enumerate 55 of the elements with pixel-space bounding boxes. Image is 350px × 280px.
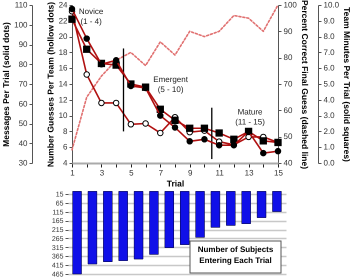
- y3-tick-label: 3.0: [324, 111, 336, 120]
- y-tick-label: 8: [63, 126, 68, 136]
- y-tick-label: 80: [18, 60, 28, 69]
- y-tick-label: 110: [14, 0, 28, 10]
- annotation: Mature (11 - 15): [235, 107, 266, 126]
- y-axis-title: Messages Per Trial (solid dots): [1, 22, 12, 147]
- x-tick-label: 5: [129, 168, 134, 178]
- text: Number of Subjects Entering Each Trial: [198, 245, 274, 265]
- y-tick-label: 18: [58, 48, 68, 57]
- y3-tick-label: 0.0: [324, 158, 336, 168]
- y2-tick-label: 40: [284, 158, 293, 168]
- x-tick-label: 15: [274, 168, 284, 178]
- y-tick-label: 14: [58, 80, 68, 88]
- y-tick-label: 16: [58, 64, 68, 73]
- y-tick-label: 90: [18, 40, 28, 49]
- y2-tick-label: 60: [284, 106, 293, 115]
- y2-tick-label: 90: [284, 26, 293, 36]
- y-tick-label: 12: [58, 95, 68, 104]
- y-tick-label: 100: [14, 20, 28, 30]
- x-tick-label: 13: [244, 168, 254, 178]
- y2-tick-label: 50: [284, 132, 293, 142]
- y2-tick-label: 80: [284, 53, 293, 62]
- y-tick-label: 20: [58, 32, 68, 42]
- y2-tick-label: 70: [284, 80, 293, 88]
- y-tick-label: 60: [18, 99, 28, 108]
- y3-tick-label: 7.0: [324, 48, 336, 57]
- y-tick-label: 40: [18, 138, 28, 148]
- y-tick-label: 4: [63, 158, 68, 168]
- y3-tick-label: 1.0: [324, 142, 336, 152]
- annotation: Emergent (5 - 10): [153, 75, 189, 94]
- x-tick-label: 11: [215, 168, 224, 178]
- y3-axis-title: Team Minutes Per Trial (solid squares): [342, 7, 350, 162]
- y-tick-label: 50: [18, 119, 28, 128]
- y3-tick-label: 6.0: [324, 64, 336, 73]
- y3-tick-label: 5.0: [324, 80, 336, 88]
- y3-tick-label: 10.0: [324, 0, 340, 10]
- annotation: Novice (1 - 4): [78, 7, 104, 26]
- y-tick-label: 24: [58, 0, 68, 10]
- y-tick-label: 22: [58, 16, 68, 26]
- y2-tick-label: 100: [284, 0, 298, 10]
- y3-tick-label: 8.0: [324, 32, 336, 42]
- y-axis-title: Number Guesses Per Team (hollow dots): [46, 2, 56, 168]
- y3-tick-label: 9.0: [324, 16, 336, 26]
- y3-tick-label: 2.0: [324, 126, 336, 136]
- y-tick-label: 70: [18, 80, 28, 88]
- y-tick-label: 6: [63, 142, 68, 152]
- x-axis-title: Trial: [166, 178, 184, 188]
- x-tick-label: 9: [188, 168, 193, 178]
- y3-tick-label: 4.0: [324, 95, 336, 104]
- x-tick-label: 3: [100, 168, 105, 178]
- y-tick-label: 10: [58, 111, 68, 120]
- x-tick-label: 1: [70, 168, 76, 178]
- y2-axis-title: Percent Correct Final Guess (dashed line): [300, 0, 310, 170]
- y-tick-label: 30: [18, 158, 28, 168]
- x-tick-label: 7: [158, 168, 164, 178]
